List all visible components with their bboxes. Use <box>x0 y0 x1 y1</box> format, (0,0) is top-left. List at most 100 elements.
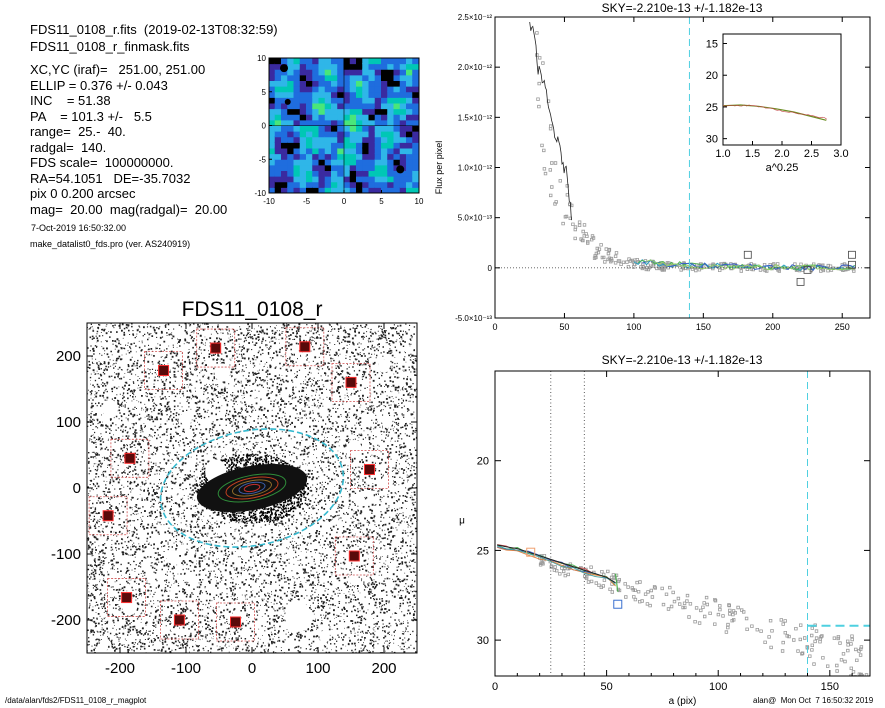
heatmap-cell <box>362 119 370 126</box>
image-core-pixel <box>196 485 199 487</box>
image-core-pixel <box>265 457 267 459</box>
heatmap-cell <box>324 74 332 81</box>
heatmap-cell <box>312 153 320 160</box>
heatmap-cell <box>269 58 276 65</box>
heatmap-cell <box>381 68 389 76</box>
image-core-pixel <box>277 457 280 460</box>
heatmap-cell <box>381 119 389 126</box>
flux-ytick-label: 1.0×10⁻¹² <box>458 164 493 173</box>
heatmap-cell <box>368 147 376 155</box>
heatmap-cell <box>387 58 395 65</box>
inset-ytick-label: 20 <box>706 70 718 82</box>
image-core-pixel <box>198 489 200 492</box>
heatmap-cell <box>399 141 407 149</box>
image-core-pixel <box>270 511 273 513</box>
heatmap-cell <box>281 102 289 110</box>
image-core-pixel <box>223 459 226 462</box>
heatmap-cell <box>274 130 282 138</box>
image-core-pixel <box>301 488 304 491</box>
image-core-pixel <box>260 510 262 513</box>
inset-area <box>723 104 827 121</box>
heatmap-cell <box>349 125 357 132</box>
heatmap-cell <box>281 170 289 177</box>
image-core-pixel <box>234 514 236 516</box>
heatmap-cell <box>312 175 320 183</box>
image-core-pixel <box>221 513 223 515</box>
heatmap-cell <box>331 147 339 155</box>
heatmap-cell <box>269 147 276 155</box>
image-core-pixel <box>275 505 277 508</box>
image-core-pixel <box>229 514 232 516</box>
heatmap-cell <box>331 102 339 110</box>
heatmap-cell <box>274 96 282 104</box>
flux-xtick-label: 150 <box>696 322 711 332</box>
heatmap-cell <box>287 119 295 126</box>
image-core-pixel <box>231 518 234 520</box>
image-core-pixel <box>277 509 280 512</box>
image-core-pixel <box>221 460 224 462</box>
heatmap-cell <box>269 108 276 115</box>
image-core-pixel <box>229 518 232 521</box>
heatmap-cell <box>306 186 314 193</box>
image-core-pixel <box>228 465 230 468</box>
heatmap-cell <box>324 186 332 193</box>
image-core-pixel <box>254 456 257 459</box>
image-core-pixel <box>233 459 236 462</box>
heatmap-cell <box>368 58 376 65</box>
image-core-pixel <box>270 509 272 511</box>
heatmap-cell <box>299 119 307 126</box>
heatmap-cell <box>374 158 382 166</box>
heatmap-cell <box>318 164 326 171</box>
image-mask-blob <box>180 411 192 426</box>
heatmap-cell <box>269 102 276 110</box>
image-core-pixel <box>259 457 261 459</box>
heatmap-cell <box>306 63 314 70</box>
image-core-pixel <box>232 513 235 516</box>
image-core-pixel <box>246 463 248 466</box>
heatmap-cell <box>381 125 389 132</box>
heatmap-cell <box>337 158 345 166</box>
heatmap-cell <box>318 175 326 183</box>
image-core-pixel <box>259 519 261 522</box>
heatmap-cell <box>274 125 282 132</box>
image-core-pixel <box>270 514 272 516</box>
image-core-pixel <box>255 463 258 466</box>
heatmap-cell <box>399 136 407 143</box>
image-core-pixel <box>242 510 245 513</box>
heatmap-cell <box>324 181 332 188</box>
image-core-pixel <box>248 514 251 517</box>
image-core-pixel <box>254 516 257 519</box>
image-core-pixel <box>283 504 285 506</box>
heatmap-cell <box>387 158 395 166</box>
image-core-pixel <box>290 508 293 511</box>
heatmap-cell <box>356 170 364 177</box>
heatmap-cell <box>312 108 320 115</box>
heatmap-cell <box>406 130 414 138</box>
heatmap-cell <box>412 181 419 188</box>
heatmap-cell <box>374 153 382 160</box>
heatmap-cell <box>406 136 414 143</box>
heatmap-cell <box>343 175 351 183</box>
heatmap-cell <box>349 147 357 155</box>
sky-box <box>196 328 236 368</box>
heatmap-cell <box>381 108 389 115</box>
galaxy-isophote <box>238 481 266 495</box>
image-core-pixel <box>253 512 255 515</box>
image-core-pixel <box>280 459 282 461</box>
heatmap-cell <box>293 96 301 104</box>
image-core-pixel <box>235 518 238 520</box>
image-core-pixel <box>256 458 259 460</box>
heatmap-cell <box>356 130 364 138</box>
heatmap-cell <box>287 113 295 121</box>
heatmap-cell <box>269 96 276 104</box>
heatmap-cell <box>343 141 351 149</box>
image-core-pixel <box>271 519 274 522</box>
image-core-pixel <box>297 497 300 500</box>
heatmap-cell <box>349 102 357 110</box>
heatmap-cell <box>306 136 314 143</box>
mask-filename: FDS11_0108_r_finmask.fits <box>30 39 190 54</box>
heatmap-cell <box>393 96 401 104</box>
heatmap-cell <box>343 186 351 193</box>
heatmap-cell <box>356 141 364 149</box>
image-xtick-label: -200 <box>105 660 135 677</box>
